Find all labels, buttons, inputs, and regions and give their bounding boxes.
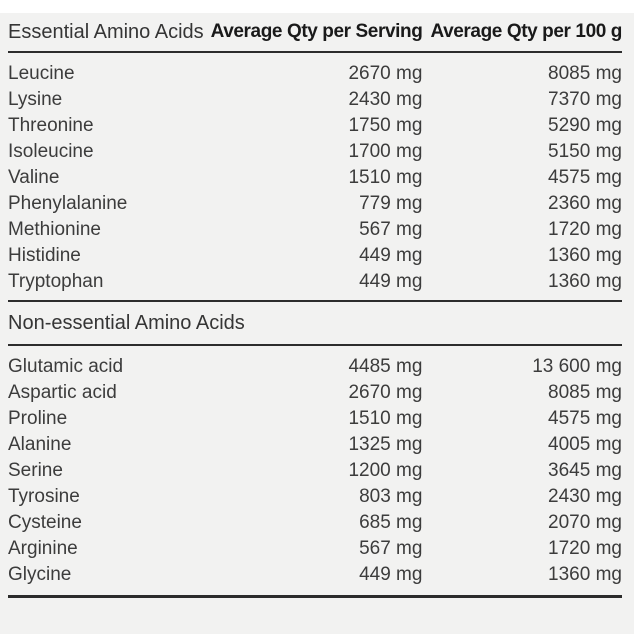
table-row: Aspartic acid 2670 mg 8085 mg [8, 380, 622, 406]
amino-acids-table: Essential Amino Acids Average Qty per Se… [8, 13, 622, 598]
section-title-essential: Essential Amino Acids [8, 13, 205, 53]
qty-per-serving-value: 4485 mg [348, 356, 423, 377]
header-row: Essential Amino Acids Average Qty per Se… [8, 13, 622, 53]
table-row: Serine 1200 mg 3645 mg [8, 458, 622, 484]
qty-per-100g-value: 2430 mg [548, 486, 622, 507]
amino-acid-name: Histidine [8, 245, 81, 266]
amino-acid-name: Serine [8, 460, 63, 481]
qty-per-100g-value: 2360 mg [548, 193, 622, 214]
qty-per-100g-value: 7370 mg [548, 89, 622, 110]
section-title-row: Non-essential Amino Acids [8, 300, 622, 346]
nutrition-panel: Essential Amino Acids Average Qty per Se… [0, 13, 634, 634]
amino-acid-name: Alanine [8, 434, 72, 455]
column-header-qty-per-serving: Average Qty per Serving [204, 13, 423, 53]
qty-per-serving-value: 1510 mg [348, 167, 423, 188]
qty-per-100g-value: 4575 mg [548, 167, 622, 188]
table-row: Valine 1510 mg 4575 mg [8, 165, 622, 191]
qty-per-100g-value: 1720 mg [548, 538, 622, 559]
qty-per-serving-value: 1700 mg [348, 141, 423, 162]
qty-per-100g-value: 1360 mg [548, 245, 622, 266]
qty-per-serving-value: 449 mg [359, 271, 423, 292]
qty-per-serving-value: 779 mg [359, 193, 423, 214]
amino-acid-name: Phenylalanine [8, 193, 128, 214]
qty-per-serving-value: 1325 mg [348, 434, 423, 455]
qty-per-serving-value: 685 mg [359, 512, 423, 533]
qty-per-serving-value: 2430 mg [348, 89, 423, 110]
table-row: Alanine 1325 mg 4005 mg [8, 432, 622, 458]
table-row: Isoleucine 1700 mg 5150 mg [8, 139, 622, 165]
amino-acid-name: Glycine [8, 562, 205, 598]
qty-per-100g-value: 13 600 mg [532, 356, 622, 377]
non-essential-rows: Glutamic acid 4485 mg 13 600 mg Aspartic… [8, 345, 622, 598]
table-row: Phenylalanine 779 mg 2360 mg [8, 191, 622, 217]
amino-acid-name: Methionine [8, 219, 101, 240]
table-row: Histidine 449 mg 1360 mg [8, 243, 622, 269]
essential-rows: Leucine 2670 mg 8085 mg Lysine 2430 mg 7… [8, 52, 622, 301]
amino-acid-name: Cysteine [8, 512, 82, 533]
table-row: Tyrosine 803 mg 2430 mg [8, 484, 622, 510]
qty-per-100g-value: 4005 mg [548, 434, 622, 455]
amino-acid-name: Isoleucine [8, 141, 94, 162]
table-row: Leucine 2670 mg 8085 mg [8, 52, 622, 87]
qty-per-serving-value: 567 mg [359, 538, 423, 559]
qty-per-100g-value: 2070 mg [548, 512, 622, 533]
amino-acid-name: Threonine [8, 115, 94, 136]
qty-per-serving-value: 2670 mg [348, 63, 423, 84]
amino-acid-name: Proline [8, 408, 68, 429]
qty-per-100g-value: 5290 mg [548, 115, 622, 136]
table-row: Proline 1510 mg 4575 mg [8, 406, 622, 432]
amino-acid-name: Aspartic acid [8, 382, 117, 403]
table-row: Tryptophan 449 mg 1360 mg [8, 269, 622, 301]
qty-per-serving-value: 2670 mg [348, 382, 423, 403]
amino-acid-name: Tryptophan [8, 271, 104, 292]
amino-acid-name: Leucine [8, 63, 75, 84]
amino-acid-name: Tyrosine [8, 486, 80, 507]
qty-per-serving-value: 803 mg [359, 486, 423, 507]
table-row: Glycine 449 mg 1360 mg [8, 562, 622, 598]
column-header-qty-per-100g: Average Qty per 100 g [422, 13, 622, 53]
table-row: Cysteine 685 mg 2070 mg [8, 510, 622, 536]
table-row: Methionine 567 mg 1720 mg [8, 217, 622, 243]
qty-per-serving-value: 567 mg [359, 219, 423, 240]
qty-per-100g-value: 4575 mg [548, 408, 622, 429]
amino-acid-name: Glutamic acid [8, 356, 124, 377]
section-divider: Non-essential Amino Acids [8, 300, 622, 346]
amino-acid-name: Arginine [8, 538, 78, 559]
qty-per-100g-value: 3645 mg [548, 460, 622, 481]
qty-per-serving-value: 449 mg [359, 245, 423, 266]
qty-per-100g-value: 1720 mg [548, 219, 622, 240]
table-row: Threonine 1750 mg 5290 mg [8, 113, 622, 139]
qty-per-100g-value: 1360 mg [422, 562, 622, 598]
qty-per-100g-value: 8085 mg [548, 63, 622, 84]
qty-per-100g-value: 8085 mg [548, 382, 622, 403]
table-row: Lysine 2430 mg 7370 mg [8, 87, 622, 113]
qty-per-100g-value: 5150 mg [548, 141, 622, 162]
qty-per-serving-value: 1510 mg [348, 408, 423, 429]
amino-acid-name: Lysine [8, 89, 63, 110]
qty-per-100g-value: 1360 mg [548, 271, 622, 292]
table-row: Arginine 567 mg 1720 mg [8, 536, 622, 562]
table-row: Glutamic acid 4485 mg 13 600 mg [8, 345, 622, 380]
table-header: Essential Amino Acids Average Qty per Se… [8, 13, 622, 53]
qty-per-serving-value: 1200 mg [348, 460, 423, 481]
section-title-non-essential: Non-essential Amino Acids [8, 300, 622, 346]
amino-acid-name: Valine [8, 167, 60, 188]
qty-per-serving-value: 1750 mg [348, 115, 423, 136]
qty-per-serving-value: 449 mg [204, 562, 423, 598]
